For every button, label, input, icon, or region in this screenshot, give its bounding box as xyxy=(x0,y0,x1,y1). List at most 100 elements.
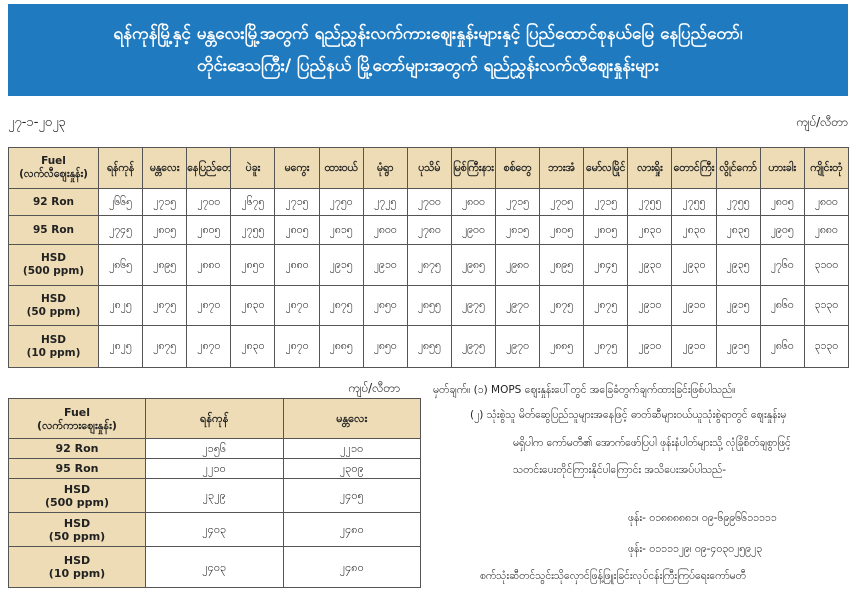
cell-line: Fuel xyxy=(63,405,91,419)
price-cell: ၂၉၁၀ xyxy=(671,325,717,368)
price-cell: ၂၇၀၀ xyxy=(406,188,452,216)
row: 95 Ron ၂၇၄၅ ၂၈၀၅ ၂၈၀၅ ၂၇၅၅ ၂၈၀၅ ၂၈၁၅ ၂၈၀၀ ၂၇၈၀ ၂၉… xyxy=(8,215,849,245)
price-cell: ၂၈၅၅ xyxy=(406,325,452,368)
header-cell: မုံရွာ xyxy=(362,147,408,189)
header-cell: ကျိုင်းတုံ xyxy=(803,147,849,189)
header-cell: Fuel (လက်ကားဈေးနှုန်း) xyxy=(8,398,146,439)
price-cell: ၂၈၀၅ xyxy=(583,215,629,245)
price-cell: ၂၄၈၀ xyxy=(282,546,421,588)
cell-line: (500 ppm) xyxy=(44,495,110,509)
price-cell: ၂၇၅၅ xyxy=(671,188,717,216)
price-cell: ၂၉၃၅ xyxy=(715,244,761,286)
row: HSD (50 ppm) ၂၄၀၃ ၂၄၈၀ xyxy=(8,512,421,547)
cell-line: HSD xyxy=(63,482,91,496)
row: 95 Ron ၂၂၁၀ ၂၃၀၉ xyxy=(8,458,421,479)
fuel-cell: 92 Ron xyxy=(8,188,99,216)
price-cell: ၂၇၁၅ xyxy=(583,188,629,216)
price-cell: ၂၈၅၀ xyxy=(230,244,276,286)
price-cell: ၂၇၅၅ xyxy=(230,215,276,245)
price-cell: ၂၈၀၀ xyxy=(450,188,496,216)
note-line: မရှိပါက ကော်မတီ၏ အောက်ဖော်ပြပါ ဖုန်းနံပါ… xyxy=(513,437,791,449)
title-line: ရန်ကုန်မြို့နှင့် မန္တလေးမြို့အတွက် ရည်ည… xyxy=(113,24,743,44)
header-cell: စစ်တွေ xyxy=(494,147,541,189)
price-cell: ၂၈၃၀ xyxy=(230,325,276,368)
cell-line: (လက်ကားဈေးနှုန်း) xyxy=(37,418,117,432)
cell-line: HSD xyxy=(63,554,91,567)
price-cell: ၂၉၇၀ xyxy=(494,325,541,368)
price-cell: ၂၈၈၅ xyxy=(318,325,364,368)
price-cell: ၂၇၁၅ xyxy=(494,188,541,216)
price-cell: ၂၉၁၅ xyxy=(715,325,761,368)
fuel-cell: HSD (50 ppm) xyxy=(8,285,99,326)
cell-line: (10 ppm) xyxy=(26,346,81,359)
cell-line: HSD xyxy=(63,516,91,530)
header-cell: မန္တလေး xyxy=(282,398,421,439)
cell-line: (10 ppm) xyxy=(48,567,106,580)
price-cell: ၂၈၆၀ xyxy=(759,325,805,368)
price-cell: ၂၈၀၀ xyxy=(803,188,849,216)
price-cell: ၂၈၉၅ xyxy=(142,244,188,286)
price-cell: ၂၈၇၅ xyxy=(318,285,364,326)
row: 92 Ron ၂၁၅၆ ၂၂၁၀ xyxy=(8,438,421,459)
price-cell: ၂၈၇၅ xyxy=(583,285,629,326)
price-cell: ၂၇၀၅ xyxy=(539,188,585,216)
cell-line: HSD xyxy=(40,292,67,305)
fuel-cell: 95 Ron xyxy=(8,458,146,479)
price-cell: ၂၇၄၅ xyxy=(97,215,144,245)
header-cell: ရန်ကုန် xyxy=(97,147,144,189)
price-cell: ၂၉၈၀ xyxy=(494,244,541,286)
price-cell: ၂၃၀၉ xyxy=(282,458,421,479)
row: HSD (10 ppm) ၂၄၀၃ ၂၄၈၀ xyxy=(8,546,421,588)
price-cell: ၂၈၈၅ xyxy=(539,325,585,368)
price-cell: ၂၇၅၅ xyxy=(627,188,673,216)
row: HSD (500 ppm) ၂၈၆၅ ၂၈၉၅ ၂၈၈၀ ၂၈၅၀ ၂၈၈၀ ၂၉၁၅ ၂၉၁၀… xyxy=(8,244,849,286)
price-cell: ၂၈၄၅ xyxy=(583,244,629,286)
price-cell: ၂၉၁၅ xyxy=(318,244,364,286)
price-cell: ၂၇၆၀ xyxy=(759,244,805,286)
price-cell: ၂၉၇၀ xyxy=(494,285,541,326)
cell-line: Fuel xyxy=(41,155,66,167)
price-cell: ၂၂၁၀ xyxy=(282,438,421,459)
header-cell: ဟားခါး xyxy=(759,147,805,189)
price-cell: ၂၈၈၀ xyxy=(803,215,849,245)
price-cell: ၂၈၈၀ xyxy=(186,244,232,286)
cell-line: HSD xyxy=(40,333,67,346)
header-cell: ပဲခူး xyxy=(230,147,276,189)
price-cell: ၂၈၅၀ xyxy=(362,285,408,326)
header-cell: လွိုင်ကော် xyxy=(715,147,761,189)
fuel-cell: 95 Ron xyxy=(8,215,99,245)
cell-line: (50 ppm) xyxy=(48,529,106,543)
price-cell: ၂၈၇၀ xyxy=(186,285,232,326)
header-cell: လားရှိုး xyxy=(627,147,673,189)
fuel-cell: HSD (10 ppm) xyxy=(8,546,146,588)
price-cell: ၂၇၁၅ xyxy=(142,188,188,216)
price-cell: ၂၈၁၅ xyxy=(318,215,364,245)
date: ၂၇-၁-၂၀၂၃ xyxy=(8,115,66,130)
price-cell: ၂၉၁၀ xyxy=(627,285,673,326)
price-cell: ၂၈၃၀ xyxy=(627,215,673,245)
header-cell: ဘားအံ xyxy=(539,147,585,189)
price-cell: ၂၈၇၀ xyxy=(274,325,320,368)
price-cell: ၂၉၁၀ xyxy=(362,244,408,286)
fuel-cell: HSD (10 ppm) xyxy=(8,325,99,368)
fuel-cell: HSD (500 ppm) xyxy=(8,478,146,513)
price-cell: ၂၈၂၅ xyxy=(97,285,144,326)
header-row: Fuel (လက်လီဈေးနှုန်း) ရန်ကုန် မန္တလေး နေပြည်… xyxy=(8,147,849,189)
price-cell: ၂၁၅၆ xyxy=(145,438,284,459)
price-cell: ၂၈၇၀ xyxy=(186,325,232,368)
price-cell: ၂၉၀၅ xyxy=(759,215,805,245)
header-cell: Fuel (လက်လီဈေးနှုန်း) xyxy=(8,147,99,189)
cell-line: (50 ppm) xyxy=(26,305,81,318)
price-cell: ၂၈၃၀ xyxy=(671,215,717,245)
note-line: စက်သုံးဆီတင်သွင်းသိုလှောင်ဖြန့်ဖြူးခြင်း… xyxy=(480,570,746,582)
note-line: ဖုန်း- ၀၁၁၁၁၂၉၊ ၀၉-၄၀၃၀၂၅၉၂၃ xyxy=(628,543,763,555)
price-cell: ၂၄၀၃ xyxy=(145,546,284,588)
row: 92 Ron ၂၆၆၅ ၂၇၁၅ ၂၇၀၀ ၂၆၇၅ ၂၇၁၅ ၂၇၅၀ ၂၇၂၅ ၂၇၀၀ ၂၈… xyxy=(8,188,849,216)
price-cell: ၂၄၈၀ xyxy=(282,512,421,547)
cell-line: (500 ppm) xyxy=(22,265,85,277)
price-cell: ၃၁၀၀ xyxy=(803,244,849,286)
wholesale-table: Fuel (လက်ကားဈေးနှုန်း) ရန်ကုန် မန္တလေး 92 Ro… xyxy=(8,398,421,588)
price-cell: ၂၈၃၅ xyxy=(715,215,761,245)
retail-table: Fuel (လက်လီဈေးနှုန်း) ရန်ကုန် မန္တလေး နေပြည်… xyxy=(8,147,849,368)
